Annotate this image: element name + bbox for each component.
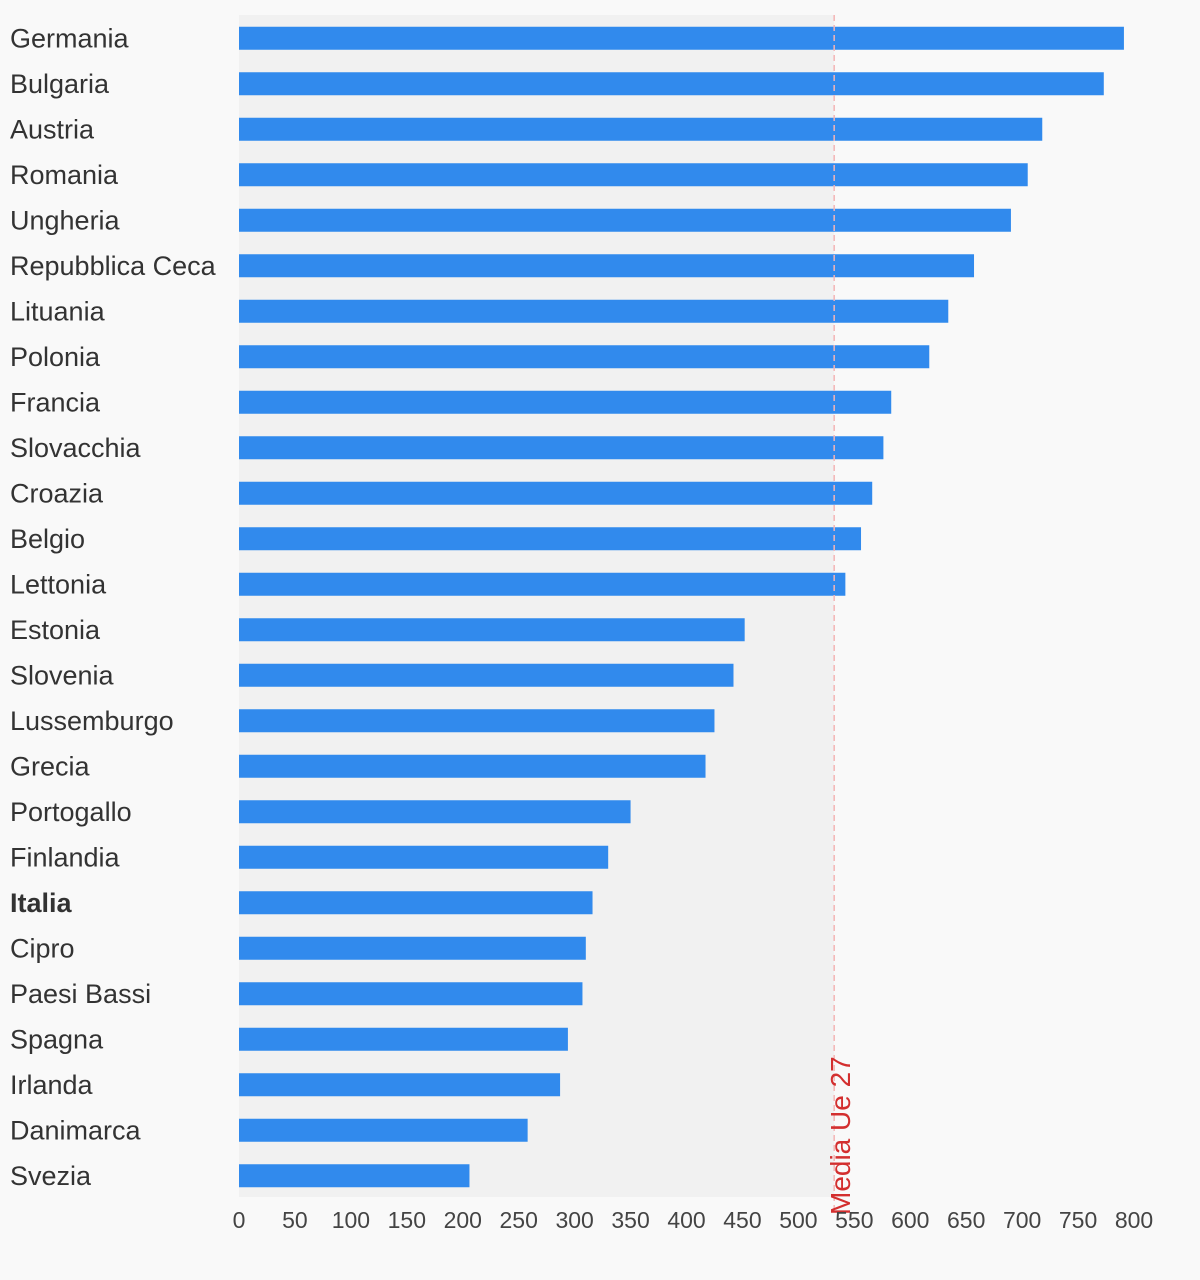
bar-italia <box>239 891 593 915</box>
bar-portogallo <box>239 800 631 824</box>
category-label: Svezia <box>10 1161 92 1191</box>
category-label: Slovacchia <box>10 433 142 463</box>
bar-paesi-bassi <box>239 982 583 1006</box>
category-label: Polonia <box>10 342 101 372</box>
bar-slovenia <box>239 663 734 687</box>
category-label: Portogallo <box>10 797 132 827</box>
x-tick-label: 250 <box>500 1207 538 1233</box>
bar-repubblica-ceca <box>239 254 975 278</box>
x-tick-label: 650 <box>947 1207 985 1233</box>
x-tick-label: 600 <box>891 1207 929 1233</box>
x-tick-label: 0 <box>233 1207 246 1233</box>
category-label: Irlanda <box>10 1070 94 1100</box>
bar-bulgaria <box>239 72 1104 96</box>
x-tick-label: 300 <box>555 1207 593 1233</box>
bar-polonia <box>239 345 930 369</box>
bar-lettonia <box>239 572 846 596</box>
category-label: Italia <box>10 888 73 918</box>
x-tick-label: 450 <box>723 1207 761 1233</box>
bar-svezia <box>239 1164 470 1188</box>
category-label: Lituania <box>10 296 106 326</box>
category-label: Danimarca <box>10 1115 142 1145</box>
bar-estonia <box>239 618 745 642</box>
x-tick-label: 550 <box>835 1207 873 1233</box>
bar-slovacchia <box>239 436 884 460</box>
x-tick-label: 100 <box>332 1207 370 1233</box>
category-label: Belgio <box>10 524 85 554</box>
x-tick-label: 350 <box>611 1207 649 1233</box>
plot-background <box>239 15 835 1197</box>
category-label: Paesi Bassi <box>10 979 151 1009</box>
bar-finlandia <box>239 845 609 869</box>
category-label: Cipro <box>10 933 75 963</box>
category-labels: Germania Bulgaria Austria Romania Ungheria Re… <box>10 23 217 1191</box>
category-label: Germania <box>10 23 130 53</box>
bar-romania <box>239 163 1028 187</box>
x-tick-label: 800 <box>1115 1207 1153 1233</box>
bar-austria <box>239 117 1043 141</box>
bar-germania <box>239 26 1124 50</box>
category-label: Romania <box>10 160 119 190</box>
bars-group <box>239 26 1124 1188</box>
reference-line-label: Media Ue 27 <box>825 1056 856 1215</box>
x-tick-label: 500 <box>779 1207 817 1233</box>
bar-belgio <box>239 527 862 551</box>
category-label: Francia <box>10 387 101 417</box>
category-label: Lettonia <box>10 569 107 599</box>
category-label: Bulgaria <box>10 69 110 99</box>
bar-lituania <box>239 299 949 323</box>
x-tick-label: 150 <box>388 1207 426 1233</box>
category-label: Ungheria <box>10 205 121 235</box>
x-tick-label: 50 <box>282 1207 308 1233</box>
category-label: Austria <box>10 114 95 144</box>
category-label: Grecia <box>10 751 91 781</box>
bar-grecia <box>239 754 706 778</box>
category-label: Slovenia <box>10 660 115 690</box>
x-axis-ticks: 0 50 100 150 200 250 300 350 400 450 500 550 600 650 7… <box>233 1207 1154 1233</box>
category-label: Finlandia <box>10 842 121 872</box>
bar-irlanda <box>239 1073 561 1097</box>
category-label: Repubblica Ceca <box>10 251 217 281</box>
bar-francia <box>239 390 892 414</box>
category-label: Lussemburgo <box>10 706 174 736</box>
category-label: Spagna <box>10 1024 104 1054</box>
x-tick-label: 700 <box>1003 1207 1041 1233</box>
bar-cipro <box>239 936 586 960</box>
bar-danimarca <box>239 1118 528 1142</box>
bar-spagna <box>239 1027 568 1051</box>
bar-croazia <box>239 481 873 505</box>
x-tick-label: 200 <box>444 1207 482 1233</box>
x-tick-label: 750 <box>1059 1207 1097 1233</box>
x-tick-label: 400 <box>667 1207 705 1233</box>
category-label: Croazia <box>10 478 104 508</box>
bar-ungheria <box>239 208 1011 232</box>
bar-lussemburgo <box>239 709 715 733</box>
category-label: Estonia <box>10 615 101 645</box>
